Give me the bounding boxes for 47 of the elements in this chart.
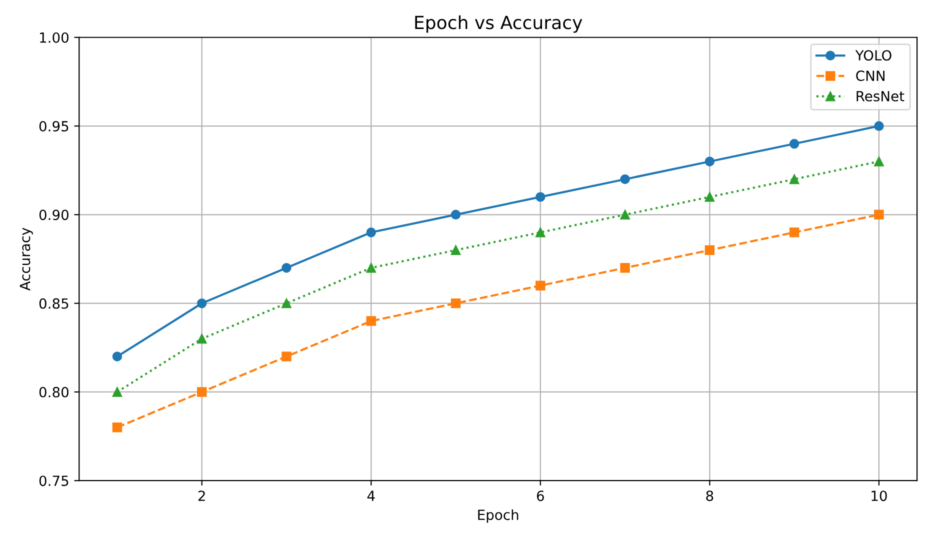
- point: [112, 422, 122, 432]
- y-tick-label: 0.75: [39, 476, 68, 486]
- point: [789, 174, 800, 184]
- point: [789, 138, 800, 149]
- point: [366, 228, 376, 238]
- point: [450, 210, 461, 220]
- x-axis-title: Epoch: [478, 509, 518, 523]
- point: [282, 352, 292, 362]
- point: [620, 262, 630, 273]
- point: [282, 298, 292, 308]
- y-axis-title: Accuracy: [20, 228, 33, 291]
- point: [450, 245, 461, 255]
- point: [536, 192, 546, 202]
- legend-label: YOLO: [855, 50, 892, 61]
- x-tick-label: 8: [706, 490, 714, 502]
- point: [366, 262, 376, 273]
- x-tick-label: 2: [198, 490, 205, 501]
- point: [450, 298, 461, 308]
- point: [536, 228, 546, 238]
- point: [874, 210, 884, 220]
- x-tick-label: 6: [536, 490, 544, 502]
- legend-label: ResNet: [856, 91, 904, 102]
- legend-label: CNN: [856, 70, 884, 82]
- point: [704, 192, 715, 202]
- point: [704, 156, 715, 166]
- point: [366, 316, 376, 326]
- chart-title: Epoch vs Accuracy: [415, 15, 582, 33]
- point: [789, 228, 800, 238]
- y-tick-label: 0.80: [39, 386, 68, 398]
- x-tick-label: 10: [872, 490, 887, 502]
- point: [112, 387, 122, 397]
- y-tick-label: 1.00: [40, 32, 68, 43]
- point: [874, 156, 884, 166]
- point: [282, 262, 292, 273]
- x-tick-label: 4: [367, 490, 375, 501]
- y-tick-label: 0.90: [39, 210, 68, 220]
- point: [196, 334, 207, 344]
- y-tick-label: 0.95: [39, 120, 68, 132]
- point: [196, 298, 207, 308]
- point: [112, 352, 122, 362]
- y-tick-label: 0.85: [39, 298, 68, 309]
- point: [620, 210, 630, 220]
- point: [874, 121, 884, 131]
- point: [536, 280, 546, 290]
- point: [704, 245, 715, 255]
- point: [196, 387, 207, 397]
- point: [620, 174, 630, 184]
